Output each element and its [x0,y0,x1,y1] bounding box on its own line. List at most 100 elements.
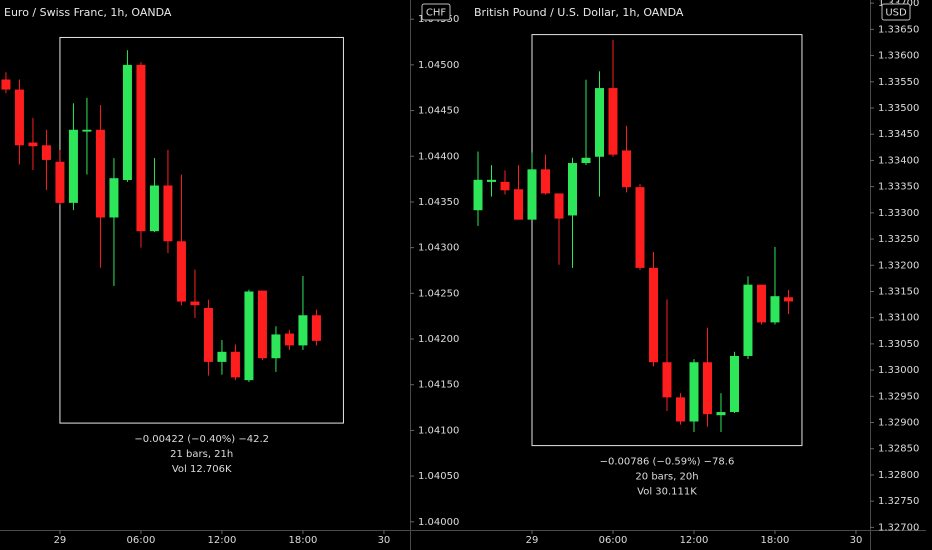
candle-body [702,362,712,415]
candle-body [284,333,294,346]
y-tick-label: 1.33350 [878,182,919,193]
candle-body [122,64,132,181]
candle-body [230,351,240,378]
y-tick-label: 1.33100 [878,313,919,324]
y-tick-label: 1.04100 [418,425,459,436]
candle-body [675,397,685,422]
candle-body [473,179,483,211]
y-tick-label: 1.04250 [418,288,459,299]
y-tick-label: 1.33150 [878,286,919,297]
candle-body [541,169,551,194]
candle-body [68,129,78,203]
candle-body [298,315,308,346]
candle-body [729,355,739,413]
candle-body [568,163,578,216]
candle-body [662,362,672,398]
candle-body [594,88,604,157]
y-tick-label: 1.33250 [878,234,919,245]
y-tick-label: 1.32700 [878,522,919,533]
candle-body [14,89,24,146]
candle-body [581,157,591,164]
x-tick-label: 18:00 [761,535,790,546]
y-tick-label: 1.04500 [418,60,459,71]
candle-body [163,185,173,242]
unit-badge [881,3,911,21]
y-tick-label: 1.32750 [878,496,919,507]
candle-body [217,351,227,362]
y-tick-label: 1.32800 [878,470,919,481]
candle-body [82,129,92,132]
candle-body [149,185,159,232]
x-tick-label: 29 [54,535,67,546]
x-tick-label: 29 [526,535,539,546]
y-tick-label: 1.33550 [878,77,919,88]
x-tick-label: 06:00 [127,535,156,546]
measure-box [531,34,803,447]
candle-body [136,64,146,232]
x-tick-label: 12:00 [680,535,709,546]
measure-label: 20 bars, 20h [635,472,698,483]
candle-body [770,296,780,323]
candle-body [716,412,726,416]
y-tick-label: 1.04400 [418,151,459,162]
y-tick-label: 1.32900 [878,418,919,429]
candle-body [554,193,564,219]
x-tick-label: 12:00 [208,535,237,546]
y-tick-label: 1.33450 [878,129,919,140]
candle-body [271,334,281,359]
candle-body [648,267,658,363]
y-tick-label: 1.04000 [418,517,459,528]
unit-label: CHF [426,8,447,19]
candle-body [487,179,497,182]
candle-body [109,178,119,218]
candle-body [257,290,267,359]
x-tick-label: 30 [378,535,391,546]
candle-body [176,241,186,302]
candle-body [95,129,105,218]
measure-label: Vol 12.706K [172,464,232,475]
y-tick-label: 1.33050 [878,339,919,350]
measure-label: 21 bars, 21h [170,449,233,460]
chart-title: British Pound / U.S. Dollar, 1h, OANDA [474,6,684,19]
x-tick-label: 18:00 [289,535,318,546]
candle-body [28,142,38,147]
candle-body [756,284,766,323]
y-tick-label: 1.04150 [418,380,459,391]
x-tick-label: 06:00 [599,535,628,546]
measure-box [59,36,344,424]
chart-title: Euro / Swiss Franc, 1h, OANDA [4,6,172,19]
candle-body [621,150,631,188]
candle-body [1,79,11,90]
candle-body [41,145,51,160]
candle-body [55,161,65,203]
candle-body [783,297,793,302]
candle-body [500,181,510,191]
y-tick-label: 1.04050 [418,471,459,482]
measure-label: −0.00786 (−0.59%) −78.6 [600,457,735,468]
y-tick-label: 1.04350 [418,197,459,208]
y-tick-label: 1.33000 [878,365,919,376]
y-tick-label: 1.33300 [878,208,919,219]
unit-label: USD [885,8,907,19]
y-tick-label: 1.33200 [878,260,919,271]
candle-body [244,291,254,381]
x-tick-label: 30 [850,535,863,546]
y-tick-label: 1.33500 [878,103,919,114]
candle-body [190,301,200,306]
y-tick-label: 1.04300 [418,243,459,254]
candle-body [608,88,618,155]
candle-body [311,315,321,341]
y-tick-label: 1.32950 [878,391,919,402]
unit-badge [421,3,451,21]
y-tick-label: 1.33650 [878,24,919,35]
candle-body [689,362,699,422]
candle-body [527,169,537,220]
y-tick-label: 1.33400 [878,155,919,166]
candle-body [743,284,753,356]
measure-label: Vol 30.111K [637,487,697,498]
y-tick-label: 1.32850 [878,444,919,455]
measure-label: −0.00422 (−0.40%) −42.2 [134,434,269,445]
